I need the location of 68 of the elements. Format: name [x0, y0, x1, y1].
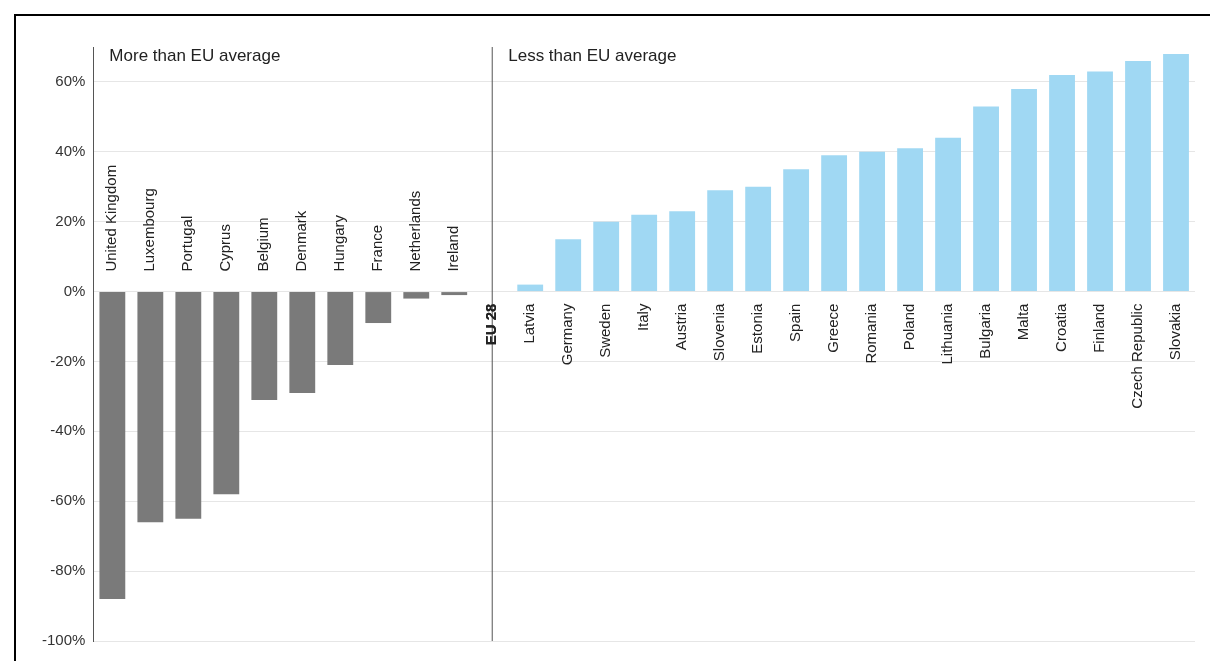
bar [1011, 88, 1037, 292]
x-tick-label: Netherlands [406, 190, 424, 272]
x-tick-label: Austria [672, 302, 690, 351]
bar [327, 292, 354, 365]
bar [631, 214, 658, 292]
y-tick-label: 0% [63, 281, 86, 299]
bar [99, 292, 126, 600]
x-tick-label: Italy [634, 303, 652, 332]
x-tick-label: Cyprus [216, 224, 234, 272]
bar [555, 239, 582, 292]
bar [745, 186, 772, 292]
x-tick-label: Ireland [444, 225, 462, 272]
x-tick-label: Luxembourg [140, 188, 158, 272]
x-tick-label: Bulgaria [976, 302, 994, 359]
bar [707, 190, 734, 292]
bar [403, 292, 430, 299]
bar [213, 292, 240, 495]
x-tick-label: United Kingdom [102, 164, 120, 272]
bar [1163, 53, 1189, 292]
x-tick-label: Malta [1014, 302, 1032, 341]
x-tick-label: Sweden [596, 303, 614, 358]
x-tick-label: France [368, 224, 386, 272]
bar [137, 292, 164, 523]
x-tick-label: Portugal [178, 215, 196, 272]
x-tick-label: Croatia [1052, 302, 1070, 352]
x-tick-label: EU 28 [482, 303, 500, 346]
x-tick-label: Lithuania [938, 302, 956, 365]
bar [289, 292, 316, 393]
bar [441, 292, 468, 296]
bar [783, 169, 810, 292]
bar [669, 211, 696, 292]
y-tick-label: 60% [55, 72, 86, 90]
x-tick-label: Finland [1090, 303, 1108, 353]
y-tick-label: -100% [42, 631, 86, 649]
bar [365, 292, 392, 324]
x-tick-label: Greece [824, 303, 842, 353]
bar [821, 155, 848, 292]
y-tick-label: 40% [55, 141, 86, 159]
x-tick-label: Latvia [520, 302, 538, 344]
x-tick-label: Denmark [292, 210, 310, 272]
y-tick-label: 20% [55, 211, 86, 229]
bar [1049, 74, 1075, 292]
annotation: Less than EU average [508, 45, 677, 65]
bar [935, 137, 961, 292]
y-tick-label: -20% [50, 351, 86, 369]
x-tick-label: Belgium [254, 217, 272, 272]
bar [175, 292, 202, 519]
bar [973, 106, 999, 292]
x-tick-label: Poland [900, 303, 918, 351]
x-tick-label: Germany [558, 303, 576, 366]
x-tick-label: Slovenia [710, 302, 728, 362]
bar [897, 148, 924, 292]
bar [593, 221, 620, 292]
y-tick-label: -80% [50, 561, 86, 579]
x-tick-label: Romania [862, 302, 880, 364]
bar [251, 292, 278, 400]
bar [1087, 71, 1113, 292]
bar [517, 284, 544, 292]
bar [859, 151, 886, 292]
bar [1125, 60, 1151, 292]
x-tick-label: Spain [786, 303, 804, 342]
y-tick-label: -40% [50, 421, 86, 439]
y-tick-label: -60% [50, 491, 86, 509]
x-tick-label: Hungary [330, 214, 348, 272]
annotation: More than EU average [109, 45, 281, 65]
x-tick-label: Slovakia [1166, 302, 1184, 361]
x-tick-label: Estonia [748, 302, 766, 354]
x-tick-label: Czech Republic [1128, 303, 1146, 409]
